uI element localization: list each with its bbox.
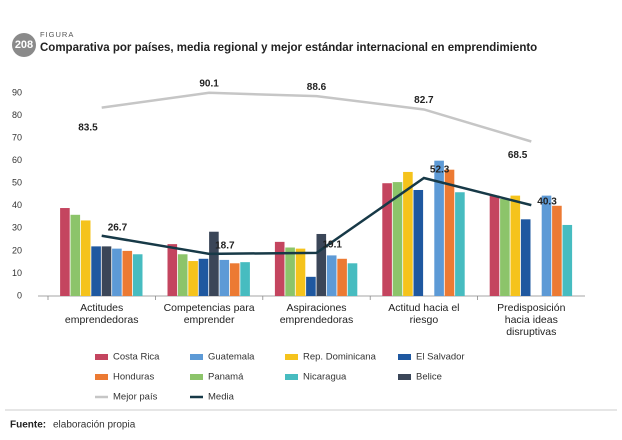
bar [285, 247, 295, 296]
bar [326, 255, 337, 296]
y-tick-label: 10 [12, 268, 22, 278]
legend-label: Guatemala [208, 352, 255, 363]
bar [392, 182, 403, 296]
data-label: 26.7 [108, 222, 128, 233]
y-tick-label: 50 [12, 178, 22, 188]
badge [12, 33, 36, 57]
bar [403, 171, 413, 296]
bar [500, 199, 510, 296]
bar [80, 220, 91, 296]
bar [382, 183, 392, 296]
y-tick-label: 70 [12, 132, 22, 142]
figure-label: FIGURA [40, 30, 74, 39]
x-tick-label: Competencias para emprender [163, 302, 255, 326]
bar [101, 246, 112, 296]
bar [413, 189, 424, 296]
bar [167, 244, 178, 296]
legend-label: Honduras [113, 372, 154, 383]
source: elaboración propia [53, 420, 136, 431]
chart-title: Comparativa por países, media regional y… [40, 42, 537, 54]
legend-label: Costa Rica [113, 352, 160, 363]
bar [306, 276, 316, 296]
bar [91, 246, 101, 296]
x-tick-label: Aspiraciones emprendedoras [279, 302, 354, 326]
data-label: 88.6 [307, 82, 327, 93]
bar [122, 250, 133, 296]
bar [240, 262, 250, 296]
bar [562, 224, 573, 296]
legend-swatch [190, 374, 203, 380]
x-tick-label: Predisposición hacia ideas disruptivas [497, 302, 566, 338]
bar [229, 263, 240, 296]
source-label: Fuente: [10, 420, 46, 431]
legend-swatch [398, 354, 411, 360]
bar [455, 192, 465, 296]
y-tick-label: 30 [12, 223, 22, 233]
legend-label: Mejor país [113, 392, 158, 403]
legend-swatch [95, 354, 108, 360]
data-label: 52.3 [430, 165, 450, 176]
data-label: 18.7 [215, 240, 235, 251]
line [101, 176, 532, 256]
bar [274, 241, 285, 296]
legend-label: Panamá [208, 372, 244, 383]
legend-swatch [95, 374, 108, 380]
legend-swatch [190, 354, 203, 360]
bar [132, 254, 143, 296]
x-tick-label: Actitud hacia el riesgo [388, 302, 460, 326]
bar [541, 195, 552, 296]
bar [520, 219, 531, 296]
y-tick-label: 0 [17, 290, 22, 300]
legend-label: Media [208, 392, 235, 403]
bar [444, 169, 455, 296]
y-tick-label: 20 [12, 245, 22, 255]
data-label: 90.1 [199, 78, 219, 89]
data-label: 40.3 [537, 197, 557, 208]
x-tick-label: Actitudes emprendedoras [64, 302, 139, 326]
bar [209, 231, 219, 296]
bar [347, 263, 358, 296]
data-label: 68.5 [508, 150, 528, 161]
y-tick-label: 90 [12, 87, 22, 97]
y-tick-label: 60 [12, 155, 22, 165]
figure-number: 208 [15, 39, 33, 51]
legend-swatch [285, 374, 298, 380]
legend-swatch [285, 354, 298, 360]
line [101, 91, 532, 143]
bar [198, 258, 209, 296]
bar [316, 233, 327, 296]
y-tick-label: 80 [12, 110, 22, 120]
bar [295, 248, 306, 296]
bar [434, 160, 444, 296]
legend-swatch [398, 374, 411, 380]
bar [177, 254, 188, 296]
bar [188, 261, 198, 296]
bar [219, 259, 230, 296]
legend-label: El Salvador [416, 352, 465, 363]
data-label: 19.1 [323, 240, 343, 251]
y-tick-label: 40 [12, 200, 22, 210]
legend-label: Nicaragua [303, 372, 347, 383]
data-label: 82.7 [414, 95, 434, 106]
data-label: 83.5 [78, 122, 98, 133]
bar [552, 205, 562, 296]
bar [112, 248, 122, 296]
legend-label: Rep. Dominicana [303, 352, 377, 363]
bar [60, 208, 70, 296]
bar [70, 214, 81, 296]
bar [489, 195, 500, 296]
legend-label: Belice [416, 372, 442, 383]
bar [510, 195, 521, 296]
bar [337, 258, 347, 296]
